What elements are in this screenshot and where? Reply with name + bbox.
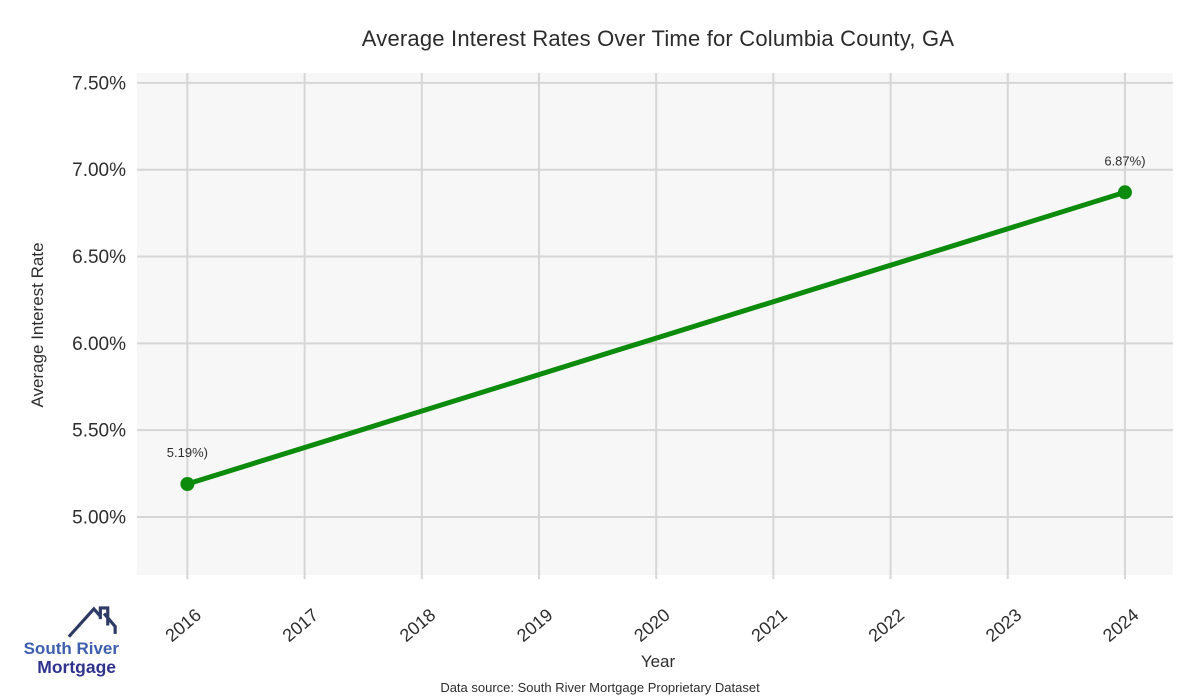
x-axis-title: Year xyxy=(640,652,676,671)
plot-panel xyxy=(137,73,1173,575)
x-tick-label: 2023 xyxy=(982,605,1026,646)
data-source-note: Data source: South River Mortgage Propri… xyxy=(440,680,760,695)
x-tick-label: 2018 xyxy=(396,605,440,646)
y-tick-label: 5.00% xyxy=(72,508,126,529)
data-point-label: 6.87%) xyxy=(1104,153,1145,168)
series-line xyxy=(184,189,1128,487)
x-tick-label: 2016 xyxy=(161,605,205,646)
chart-title: Average Interest Rates Over Time for Col… xyxy=(361,26,955,51)
x-tick-label: 2017 xyxy=(279,605,323,646)
x-tick-label: 2024 xyxy=(1099,605,1143,646)
y-axis-title: Average Interest Rate xyxy=(28,242,47,408)
x-tick-label: 2021 xyxy=(747,605,791,646)
data-point-label: 5.19%) xyxy=(167,445,208,460)
logo-text-south-river: South River xyxy=(23,639,119,658)
logo-text-mortgage: Mortgage xyxy=(37,656,116,677)
south-river-mortgage-logo: South River Mortgage xyxy=(21,601,119,677)
y-tick-label: 6.50% xyxy=(72,247,126,268)
data-point xyxy=(180,477,195,492)
x-tick-label: 2020 xyxy=(630,605,674,646)
house-roof-icon xyxy=(67,606,117,638)
y-tick-label: 5.50% xyxy=(72,421,126,442)
x-tick-label: 2022 xyxy=(865,605,909,646)
data-point xyxy=(1117,185,1132,200)
y-tick-label: 7.50% xyxy=(72,73,126,94)
y-tick-label: 6.00% xyxy=(72,334,126,355)
x-tick-label: 2019 xyxy=(513,605,557,646)
y-tick-label: 7.00% xyxy=(72,160,126,181)
